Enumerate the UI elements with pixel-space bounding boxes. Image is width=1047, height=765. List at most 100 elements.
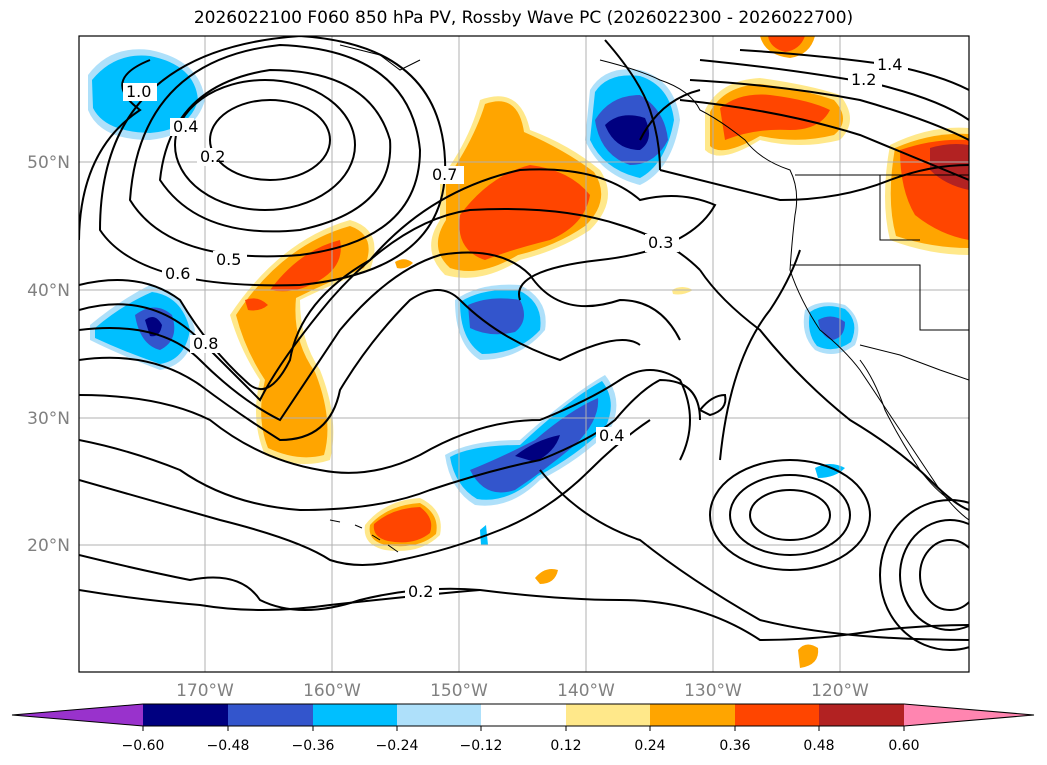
- contour-label-bg: [430, 166, 464, 184]
- contour-label-1.4: 1.4: [877, 55, 902, 74]
- lon-label-150w: 150°W: [430, 681, 488, 701]
- contour-label-bg: [848, 71, 882, 89]
- pos-anomaly-patch2: [798, 644, 819, 668]
- contour-line: [659, 164, 969, 202]
- contour-ring: [749, 489, 831, 541]
- contour-label-0.6: 0.6: [165, 264, 190, 283]
- map-frame: [78, 35, 970, 673]
- colorbar-tick: 0.36: [719, 738, 750, 754]
- colorbar-tick: 0.60: [888, 738, 919, 754]
- contour-line: [79, 369, 691, 474]
- contour-line: [79, 419, 651, 566]
- pos-anomaly-ne-max: [930, 144, 969, 190]
- contour-ring: [899, 519, 969, 631]
- lon-label-170w: 170°W: [176, 681, 234, 701]
- coastline-baja: [859, 359, 951, 501]
- contour-ring: [919, 539, 969, 611]
- contour-line: [679, 99, 969, 181]
- contour-line: [699, 269, 969, 511]
- colorbar-swatch: [397, 704, 481, 726]
- contour-label-bg: [645, 234, 679, 252]
- islands-aleutian: [339, 44, 421, 71]
- pos-anomaly-w-core: [270, 240, 341, 292]
- islands-hawaii: [329, 519, 399, 553]
- colorbar-tick: 0.24: [634, 738, 665, 754]
- contour-label-0.5: 0.5: [216, 250, 241, 269]
- coastlines: [329, 44, 969, 553]
- contour-line: [79, 251, 681, 422]
- lon-label-120w: 120°W: [811, 681, 869, 701]
- pos-anomaly-n-core: [459, 165, 590, 260]
- coastline-na: [599, 59, 969, 521]
- contour-line: [698, 393, 727, 417]
- colorbar-tick: −0.48: [207, 738, 250, 754]
- colorbar-swatch: [819, 704, 904, 726]
- contour-line: [79, 378, 701, 512]
- lat-labels: 50°N 40°N 30°N 20°N: [27, 153, 70, 556]
- lon-labels: 170°W 160°W 150°W 140°W 130°W 120°W: [176, 681, 869, 701]
- lat-label-40n: 40°N: [27, 281, 70, 301]
- contour-line: [79, 554, 969, 642]
- colorbar-swatch-min: [12, 704, 143, 726]
- contour-line: [98, 36, 447, 287]
- neg-anomaly-c-core: [468, 298, 524, 335]
- contour-line: [158, 68, 392, 233]
- colorbar-swatch: [228, 704, 313, 726]
- lat-label-50n: 50°N: [27, 153, 70, 173]
- contour-label-1.2: 1.2: [851, 70, 876, 89]
- border-us-mexico: [859, 344, 969, 381]
- contour-label-0.8: 0.8: [193, 334, 218, 353]
- contour-label-bg: [162, 265, 196, 283]
- contour-label-bg: [190, 335, 224, 353]
- colorbar-swatch: [313, 704, 397, 726]
- contour-label-0.4-sub: 0.4: [599, 426, 624, 445]
- contour-ring: [729, 474, 851, 556]
- pos-anomaly-w-mid: [236, 226, 369, 458]
- contour-label-0.2-nw: 0.2: [200, 147, 225, 166]
- contour-label-0.4-nw: 0.4: [173, 117, 198, 136]
- contour-labels: 0.2 0.4 0.5 0.6 0.7 0.8 1.0 1.2 1.4 0.3 …: [123, 55, 908, 601]
- pos-anomaly-patch1: [535, 569, 558, 584]
- colorbar-swatch: [735, 704, 819, 726]
- contour-ring: [209, 99, 331, 181]
- gridlines: [79, 36, 969, 672]
- contour-line: [604, 39, 661, 171]
- contour-line: [539, 469, 969, 641]
- contour-line: [719, 249, 801, 461]
- contour-label-0.3: 0.3: [648, 233, 673, 252]
- colorbar-swatch: [566, 704, 650, 726]
- pv-shading: [88, 36, 969, 668]
- colorbar: −0.60 −0.48 −0.36 −0.24 −0.12 0.12 0.24 …: [11, 703, 1035, 754]
- neg-anomaly-patch2: [815, 464, 845, 478]
- colorbar-tick: −0.12: [460, 738, 503, 754]
- neg-anomaly-s-max: [515, 435, 560, 462]
- contour-line: [79, 59, 151, 241]
- pos-anomaly-patch3: [672, 287, 693, 295]
- contour-label-bg: [213, 251, 247, 269]
- neg-anomaly-ne-max: [605, 115, 649, 150]
- contour-ring: [174, 79, 356, 211]
- colorbar-swatch-max: [904, 704, 1034, 726]
- pos-anomaly-top-core: [768, 36, 805, 52]
- contour-label-0.2-south: 0.2: [408, 582, 433, 601]
- pos-anomaly-pnw-core: [720, 94, 830, 140]
- contour-label-1.0: 1.0: [126, 82, 151, 101]
- pos-anomaly-hi-core: [373, 507, 432, 543]
- colorbar-tick: −0.36: [292, 738, 335, 754]
- map-title: 2026022100 F060 850 hPa PV, Rossby Wave …: [193, 8, 854, 28]
- pos-anomaly-w-core2: [245, 298, 268, 311]
- contour-label-bg: [197, 148, 219, 166]
- lat-label-30n: 30°N: [27, 409, 70, 429]
- contour-ring: [709, 459, 871, 571]
- colorbar-swatch: [481, 704, 566, 726]
- contour-line: [689, 79, 969, 141]
- contour-label-bg: [170, 118, 194, 136]
- border-state-2: [879, 175, 920, 241]
- pos-anomaly-small: [395, 259, 413, 269]
- contour-label-bg: [123, 83, 157, 101]
- lat-label-20n: 20°N: [27, 536, 70, 556]
- lon-label-160w: 160°W: [303, 681, 361, 701]
- contour-label-bg: [596, 427, 630, 445]
- border-state-1: [790, 264, 969, 331]
